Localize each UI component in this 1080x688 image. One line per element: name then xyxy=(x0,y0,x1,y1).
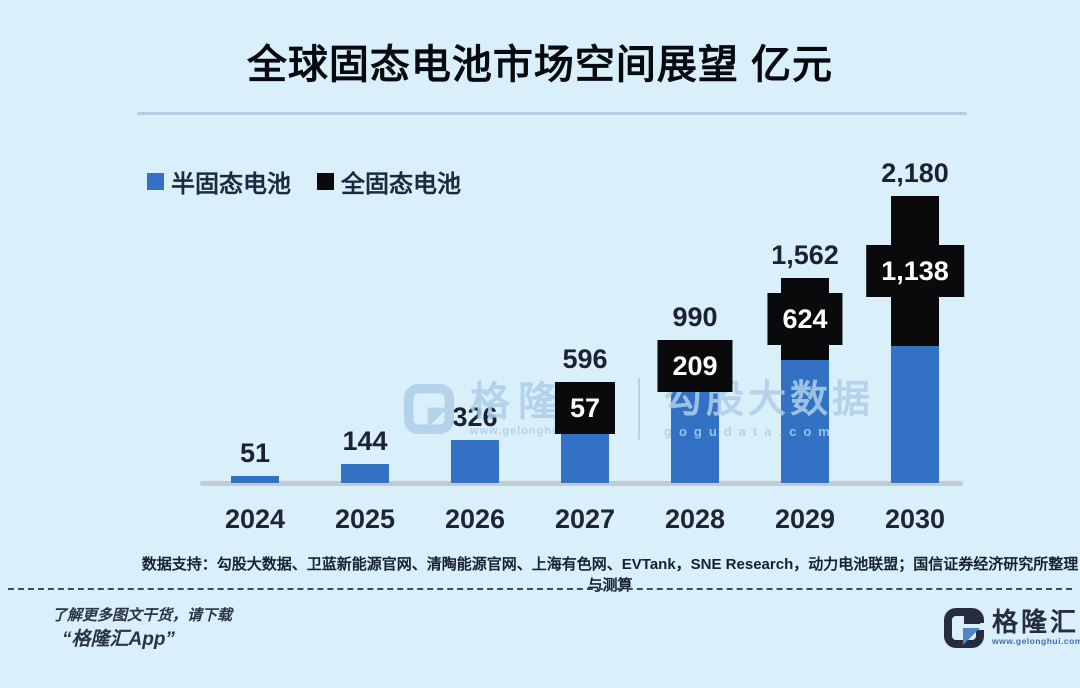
bar-segment-semi-2024 xyxy=(231,476,279,483)
x-axis-label-2025: 2025 xyxy=(334,504,396,534)
x-axis-label-2030: 2030 xyxy=(884,504,946,534)
footer-divider xyxy=(8,588,1072,590)
chart-title: 全球固态电池市场空间展望 亿元 xyxy=(246,43,834,87)
legend-item-semi-solid: 半固态电池 xyxy=(147,164,291,199)
legend-swatch-blue xyxy=(147,173,164,190)
bar-segment-semi-2028 xyxy=(671,380,719,483)
bar-total-label-2026: 326 xyxy=(452,402,498,432)
bar-segment-semi-2026 xyxy=(451,440,499,483)
footer-promo-text: 了解更多图文干货，请下载 xyxy=(52,607,233,624)
x-axis-baseline xyxy=(200,481,963,486)
title-divider xyxy=(137,112,967,115)
bar-segment-semi-2030 xyxy=(891,346,939,483)
segment-value-box-2027: 57 xyxy=(554,382,616,434)
segment-value-box-2030: 1,138 xyxy=(866,245,964,297)
logo-url-text: www.gelonghui.com xyxy=(992,636,1080,646)
chart-legend: 半固态电池 全固态电池 xyxy=(147,164,461,199)
legend-swatch-black xyxy=(317,173,334,190)
logo-brand-text: 格隆汇 xyxy=(992,607,1080,637)
gelonghui-logo-icon xyxy=(944,608,984,648)
bar-total-label-2027: 596 xyxy=(562,344,608,374)
legend-label: 半固态电池 xyxy=(171,171,291,198)
x-axis-label-2028: 2028 xyxy=(664,504,726,534)
x-axis-label-2024: 2024 xyxy=(224,504,286,534)
bar-total-label-2025: 144 xyxy=(342,426,388,456)
legend-item-all-solid: 全固态电池 xyxy=(317,164,461,199)
bar-total-label-2024: 51 xyxy=(239,438,271,468)
segment-value-box-2028: 209 xyxy=(657,340,733,392)
x-axis-label-2026: 2026 xyxy=(444,504,506,534)
bar-total-label-2030: 2,180 xyxy=(881,158,949,188)
bar-segment-semi-2025 xyxy=(341,464,389,483)
bar-total-label-2028: 990 xyxy=(672,302,718,332)
legend-label: 全固态电池 xyxy=(341,171,461,198)
bar-total-label-2029: 1,562 xyxy=(771,240,839,270)
gelonghui-logo: 格隆汇 www.gelonghui.com xyxy=(944,608,1080,648)
segment-value-box-2029: 624 xyxy=(767,293,843,345)
x-axis-label-2027: 2027 xyxy=(554,504,616,534)
x-axis-label-2029: 2029 xyxy=(774,504,836,534)
footer-app-name: “格隆汇App” xyxy=(62,629,175,650)
bar-segment-semi-2029 xyxy=(781,360,829,483)
